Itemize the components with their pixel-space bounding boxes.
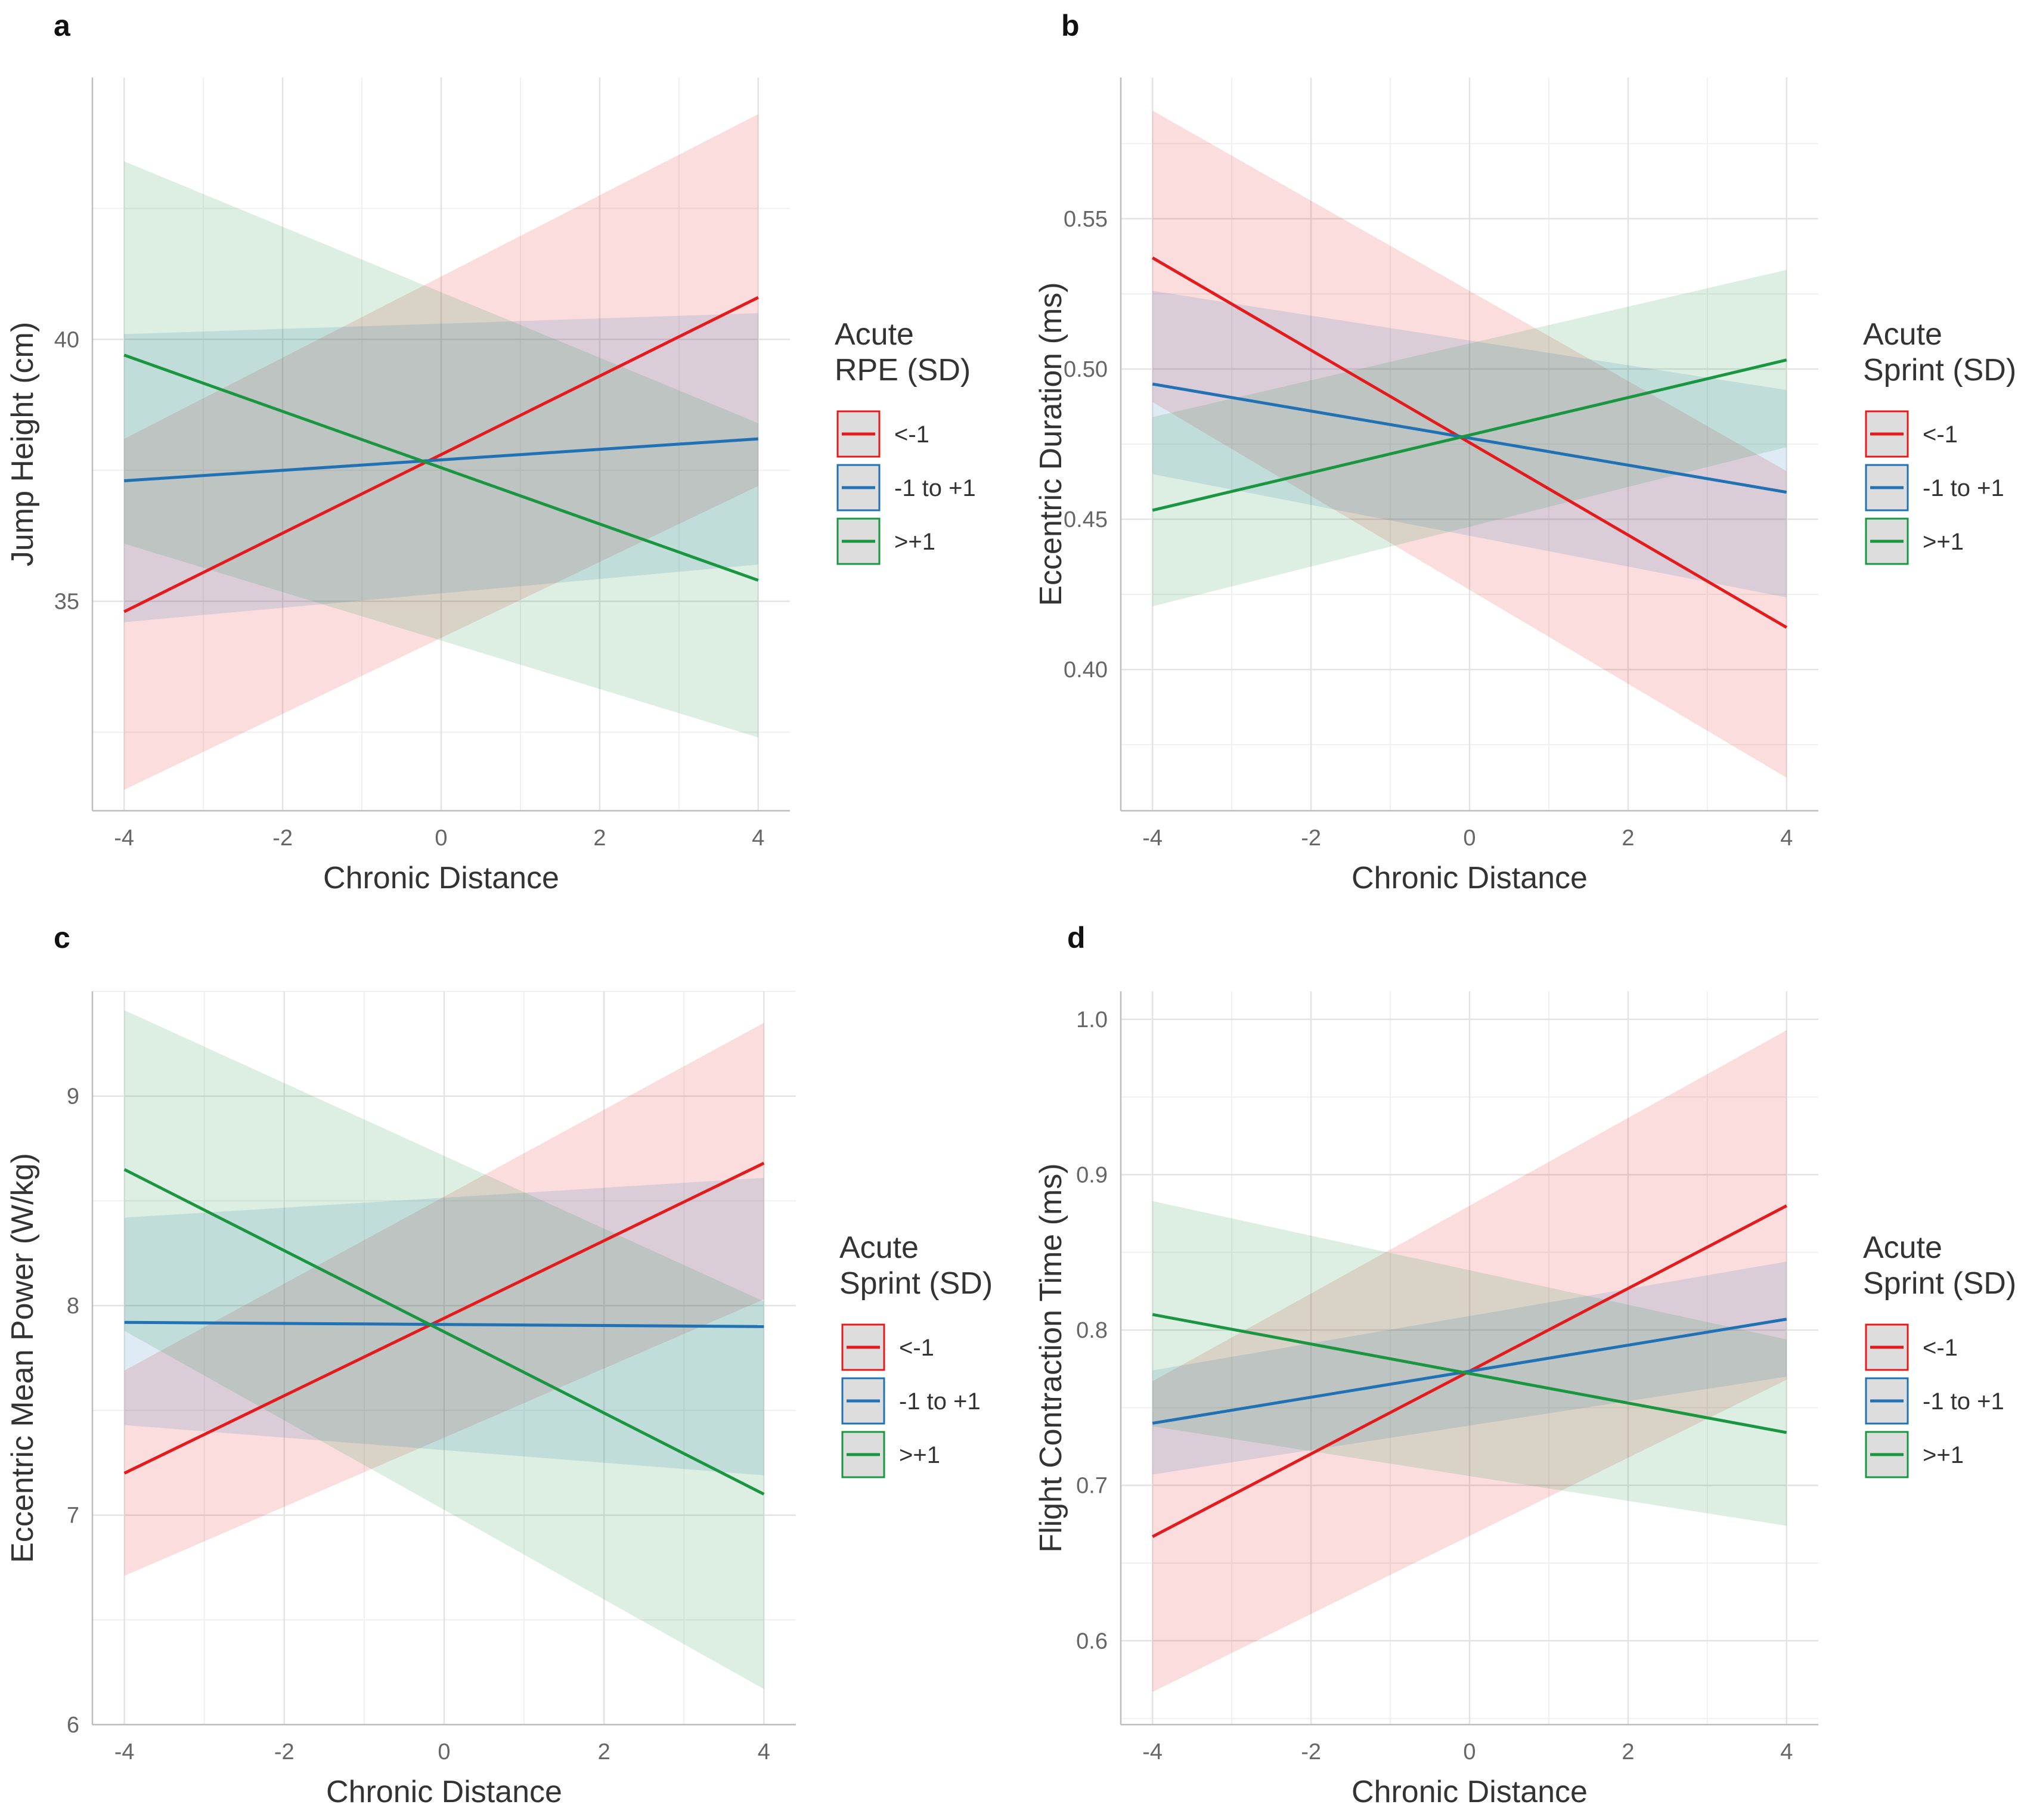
legend-title-line-1: Acute: [835, 317, 914, 352]
legend-label-2: >+1: [1923, 1442, 1964, 1468]
x-tick-label: -2: [274, 1740, 295, 1765]
y-axis-title: Jump Height (cm): [5, 322, 40, 566]
legend-title-line-2: RPE (SD): [835, 353, 971, 387]
series-line-0: [123, 1161, 765, 1475]
x-tick-label: 4: [758, 1740, 770, 1765]
series-line-0: [1151, 256, 1788, 629]
gridlines: [92, 77, 790, 811]
y-tick-label: 0.8: [1076, 1318, 1108, 1343]
x-tick-label: 2: [593, 826, 606, 851]
confidence-band-2: [1152, 1201, 1787, 1526]
y-axis-title: Eccentric Mean Power (W/kg): [5, 1153, 40, 1563]
legend-label-1: -1 to +1: [899, 1388, 981, 1415]
x-tick-label: 0: [1463, 826, 1476, 851]
y-tick-label: 35: [54, 590, 79, 615]
x-axis-title: Chronic Distance: [326, 1775, 562, 1809]
legend-title-line-1: Acute: [839, 1230, 919, 1265]
legend-title-line-1: Acute: [1863, 317, 1942, 352]
panel-c: c -4 -2 0 2 4 6 7 8 9 Chronic Distance Eccentric Me…: [5, 921, 993, 1809]
series-line-0: [123, 296, 759, 613]
legend-label-0: <-1: [899, 1335, 934, 1361]
y-tick-label: 0.40: [1064, 658, 1108, 683]
legend-label-1: -1 to +1: [1923, 475, 2004, 501]
series-line-2: [1152, 358, 1787, 512]
x-axis-title: Chronic Distance: [323, 861, 559, 895]
x-tick-label: -2: [1301, 826, 1321, 851]
series-line-2: [123, 354, 759, 582]
panel-label: b: [1061, 9, 1080, 42]
panel-label: d: [1067, 921, 1086, 954]
x-tick-label: 4: [752, 826, 764, 851]
x-axis-title: Chronic Distance: [1352, 861, 1588, 895]
legend-label-0: <-1: [1923, 421, 1958, 448]
x-tick-label: 0: [435, 826, 447, 851]
y-tick-label: 0.7: [1076, 1474, 1108, 1499]
y-tick-label: 0.6: [1076, 1629, 1108, 1654]
x-tick-label: -4: [114, 1740, 135, 1765]
y-tick-label: 6: [67, 1713, 79, 1738]
panel-label: c: [54, 921, 70, 954]
confidence-band-2: [124, 1010, 764, 1689]
series-line-2: [123, 1168, 765, 1496]
x-axis-title: Chronic Distance: [1352, 1775, 1588, 1809]
x-tick-label: -4: [1142, 1740, 1163, 1765]
x-tick-label: -4: [1142, 826, 1163, 851]
gridlines: [1121, 77, 1818, 811]
x-tick-label: 4: [1780, 826, 1793, 851]
y-tick-label: 0.55: [1064, 207, 1108, 232]
x-tick-label: -2: [1301, 1740, 1321, 1765]
x-tick-label: 0: [1463, 1740, 1476, 1765]
x-tick-label: 2: [1622, 826, 1634, 851]
panel-b: b -4 -2 0 2 4 0.40 0.45 0.50 0.55 Chronic Distance…: [1034, 9, 2016, 895]
x-tick-label: 4: [1780, 1740, 1793, 1765]
legend-label-2: >+1: [899, 1442, 940, 1468]
y-tick-label: 8: [67, 1294, 79, 1319]
y-tick-label: 0.50: [1064, 357, 1108, 382]
y-tick-label: 0.45: [1064, 507, 1108, 532]
confidence-band-2: [124, 161, 758, 738]
series-line-1: [124, 437, 758, 482]
x-tick-label: -2: [272, 826, 293, 851]
legend-label-1: -1 to +1: [894, 475, 976, 501]
legend-label-0: <-1: [1923, 1335, 1958, 1361]
legend-title-line-2: Sprint (SD): [1863, 1266, 2016, 1301]
panel-d: d -4 -2 0 2 4 0.6 0.7 0.8 0.9 1.0 Chronic Distance F…: [1034, 921, 2016, 1809]
confidence-band-0: [124, 114, 758, 790]
y-tick-label: 7: [67, 1503, 79, 1528]
legend-label-1: -1 to +1: [1923, 1388, 2004, 1415]
x-tick-label: 2: [598, 1740, 610, 1765]
legend-label-2: >+1: [1923, 529, 1964, 555]
confidence-band-1: [1152, 1261, 1787, 1475]
panel-a: a -4 -2 0 2 4 35 40 Chronic Distance Jump Height …: [5, 9, 976, 895]
legend-label-0: <-1: [894, 421, 929, 448]
y-axis-title: Eccentric Duration (ms): [1034, 282, 1068, 606]
series-line-2: [1152, 1313, 1787, 1434]
series-line-1: [124, 1320, 764, 1328]
y-axis-title: Flight Contraction Time (ms): [1034, 1163, 1068, 1552]
x-tick-label: -4: [114, 826, 134, 851]
y-tick-label: 0.9: [1076, 1163, 1108, 1188]
x-tick-label: 2: [1622, 1740, 1634, 1765]
legend-title-line-2: Sprint (SD): [839, 1266, 993, 1301]
legend-title-line-1: Acute: [1863, 1230, 1942, 1265]
y-tick-label: 1.0: [1076, 1007, 1108, 1033]
confidence-band-0: [124, 1022, 764, 1576]
legend-title-line-2: Sprint (SD): [1863, 353, 2016, 387]
series-line-1: [1152, 382, 1787, 494]
confidence-band-0: [1152, 1030, 1787, 1692]
legend-label-2: >+1: [894, 529, 935, 555]
gridlines: [92, 991, 796, 1726]
y-tick-label: 40: [54, 327, 79, 352]
series-line-1: [1152, 1317, 1787, 1425]
x-tick-label: 0: [438, 1740, 450, 1765]
panel-label: a: [54, 9, 71, 42]
y-tick-label: 9: [67, 1084, 79, 1109]
